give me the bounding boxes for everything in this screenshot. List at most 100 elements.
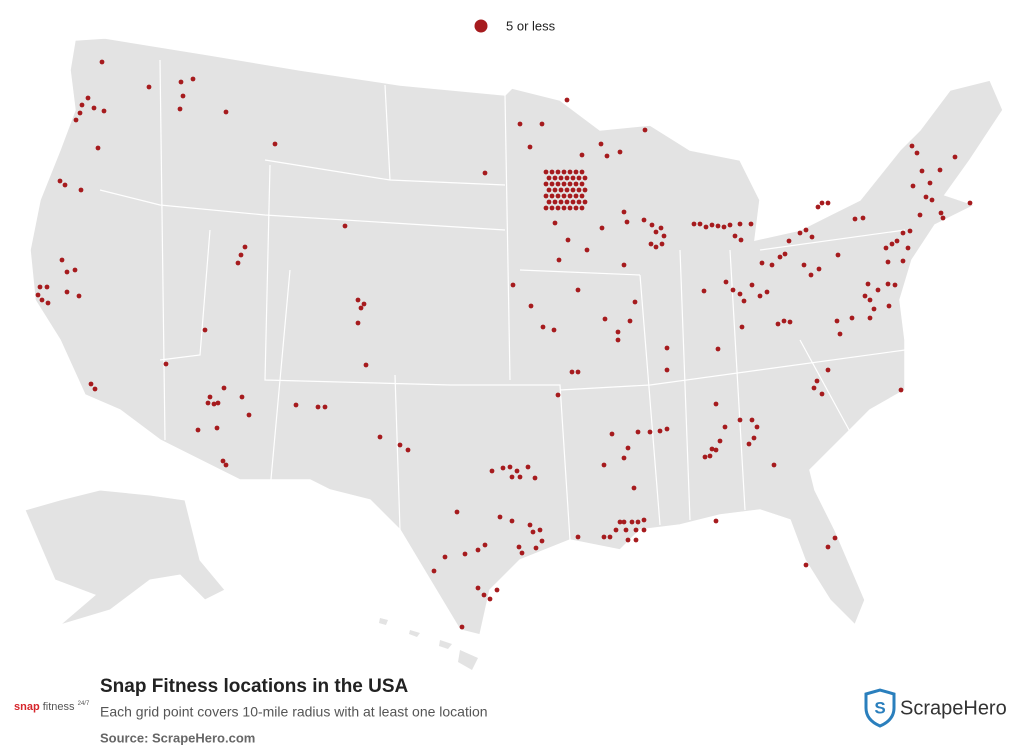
location-dot [835,252,841,258]
location-dot [664,367,670,373]
state-borders [99,59,906,541]
location-dot [900,230,906,236]
source: Source: ScrapeHero.com [100,730,255,745]
location-dot [584,247,590,253]
location-dot [702,454,708,460]
location-dot [803,227,809,233]
location-dot [527,522,533,528]
location-dot [808,272,814,278]
location-dot [641,217,647,223]
location-dot [814,378,820,384]
location-dot [205,400,211,406]
location-dot [617,149,623,155]
location-dot [579,205,585,211]
location-dot [914,150,920,156]
location-dot [322,404,328,410]
location-dot [555,181,561,187]
location-dot [570,199,576,205]
location-dot [551,327,557,333]
location-dot [715,346,721,352]
location-dot [342,223,348,229]
location-dot [653,244,659,250]
location-dot [88,381,94,387]
location-dot [607,534,613,540]
location-dot [79,102,85,108]
location-dot [62,182,68,188]
location-dot [377,434,383,440]
location-dot [885,281,891,287]
location-dot [624,219,630,225]
location-dot [579,181,585,187]
location-dot [543,193,549,199]
location-dot [549,205,555,211]
location-dot [721,224,727,230]
location-dot [487,596,493,602]
location-dot [775,321,781,327]
location-dot [579,193,585,199]
location-dot [837,331,843,337]
location-dot [238,252,244,258]
location-dot [900,258,906,264]
location-dot [101,108,107,114]
location-dot [659,241,665,247]
location-dot [601,462,607,468]
location-dot [576,175,582,181]
publisher-icon [864,688,896,728]
location-dot [940,215,946,221]
location-dot [621,519,627,525]
location-dot [782,251,788,257]
location-dot [558,175,564,181]
location-dot [363,362,369,368]
location-dot [44,284,50,290]
brand-logo: snap fitness 24/7 [14,701,90,713]
location-dot [239,394,245,400]
location-dot [575,287,581,293]
location-dot [697,221,703,227]
location-dot [57,178,63,184]
publisher-icon-s: S [874,698,885,717]
location-dot [207,394,213,400]
location-dot [552,199,558,205]
location-dot [582,187,588,193]
location-dot [797,230,803,236]
location-dot [769,262,775,268]
location-dot [633,527,639,533]
location-dot [865,281,871,287]
location-dot [832,535,838,541]
location-dot [195,427,201,433]
location-dot [803,562,809,568]
location-dot [754,424,760,430]
location-dot [641,527,647,533]
location-dot [539,538,545,544]
usa-outline [29,37,1004,636]
location-dot [749,282,755,288]
location-dot [567,181,573,187]
location-dot [555,193,561,199]
location-dot [967,200,973,206]
location-dot [569,369,575,375]
location-dot [475,585,481,591]
location-dot [482,170,488,176]
location-dot [952,154,958,160]
location-dot [715,223,721,229]
location-dot [825,544,831,550]
location-dot [885,259,891,265]
location-dot [871,306,877,312]
location-dot [507,464,513,470]
location-dot [917,212,923,218]
location-dot [552,220,558,226]
location-dot [85,95,91,101]
location-dot [567,205,573,211]
location-dot [510,282,516,288]
location-dot [937,167,943,173]
location-dot [556,257,562,263]
location-dot [59,257,65,263]
location-dot [889,241,895,247]
location-dot [567,193,573,199]
location-dot [737,221,743,227]
location-dot [627,318,633,324]
location-dot [653,229,659,235]
location-dot [517,474,523,480]
